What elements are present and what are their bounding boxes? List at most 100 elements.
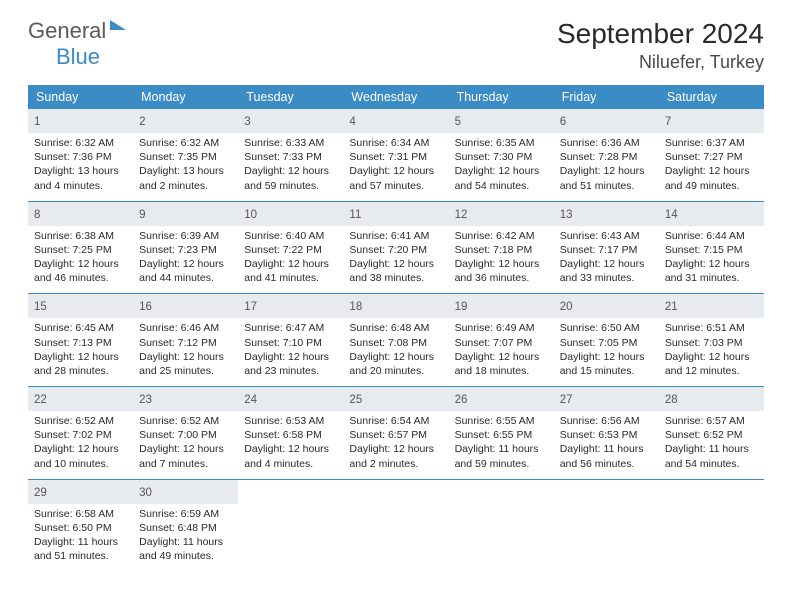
day-number-bar: 28 xyxy=(659,387,764,411)
day-cell: 9 Sunrise: 6:39 AMSunset: 7:23 PMDaylight… xyxy=(133,202,238,294)
day-info: Sunrise: 6:49 AMSunset: 7:07 PMDaylight:… xyxy=(455,321,548,378)
day-cell: 15Sunrise: 6:45 AMSunset: 7:13 PMDayligh… xyxy=(28,294,133,386)
day-of-week-row: SundayMondayTuesdayWednesdayThursdayFrid… xyxy=(28,85,764,109)
day-info: Sunrise: 6:38 AMSunset: 7:25 PMDaylight:… xyxy=(34,229,127,286)
day-number-bar: 26 xyxy=(449,387,554,411)
day-of-week: Sunday xyxy=(28,85,133,109)
day-number-bar: 7 xyxy=(659,109,764,133)
day-number-bar: 21 xyxy=(659,294,764,318)
day-number-bar: 22 xyxy=(28,387,133,411)
week-row: 29 Sunrise: 6:58 AMSunset: 6:50 PMDayligh… xyxy=(28,480,764,572)
day-number-bar: 12 xyxy=(449,202,554,226)
day-cell: 19 Sunrise: 6:49 AMSunset: 7:07 PMDayligh… xyxy=(449,294,554,386)
day-number-bar: 11 xyxy=(343,202,448,226)
day-info: Sunrise: 6:33 AMSunset: 7:33 PMDaylight:… xyxy=(244,136,337,193)
day-of-week: Wednesday xyxy=(343,85,448,109)
day-info: Sunrise: 6:41 AMSunset: 7:20 PMDaylight:… xyxy=(349,229,442,286)
day-number: 21 xyxy=(665,301,678,313)
logo-text-2: Blue xyxy=(56,44,100,69)
day-of-week: Friday xyxy=(554,85,659,109)
week-row: 1 Sunrise: 6:32 AMSunset: 7:36 PMDaylight… xyxy=(28,109,764,202)
day-number-bar: 19 xyxy=(449,294,554,318)
day-cell: 29 Sunrise: 6:58 AMSunset: 6:50 PMDayligh… xyxy=(28,480,133,572)
day-number: 15 xyxy=(34,301,47,313)
day-number-bar: 25 xyxy=(343,387,448,411)
day-number: 19 xyxy=(455,301,468,313)
day-cell: 20Sunrise: 6:50 AMSunset: 7:05 PMDayligh… xyxy=(554,294,659,386)
day-number: 13 xyxy=(560,209,573,221)
day-info: Sunrise: 6:39 AMSunset: 7:23 PMDaylight:… xyxy=(139,229,232,286)
day-info: Sunrise: 6:47 AMSunset: 7:10 PMDaylight:… xyxy=(244,321,337,378)
day-number-bar: 17 xyxy=(238,294,343,318)
day-number: 27 xyxy=(560,394,573,406)
day-info: Sunrise: 6:32 AMSunset: 7:35 PMDaylight:… xyxy=(139,136,232,193)
day-info: Sunrise: 6:59 AMSunset: 6:48 PMDaylight:… xyxy=(139,507,232,564)
empty-cell xyxy=(449,480,554,572)
day-cell: 10 Sunrise: 6:40 AMSunset: 7:22 PMDayligh… xyxy=(238,202,343,294)
day-number: 4 xyxy=(349,116,355,128)
day-of-week: Thursday xyxy=(449,85,554,109)
day-number-bar: 13 xyxy=(554,202,659,226)
day-number: 5 xyxy=(455,116,461,128)
day-number: 11 xyxy=(349,209,361,221)
day-cell: 7Sunrise: 6:37 AMSunset: 7:27 PMDaylight… xyxy=(659,109,764,201)
day-cell: 14Sunrise: 6:44 AMSunset: 7:15 PMDayligh… xyxy=(659,202,764,294)
day-number: 8 xyxy=(34,209,40,221)
day-cell: 21 Sunrise: 6:51 AMSunset: 7:03 PMDayligh… xyxy=(659,294,764,386)
day-number: 7 xyxy=(665,116,671,128)
day-number: 28 xyxy=(665,394,678,406)
day-cell: 16Sunrise: 6:46 AMSunset: 7:12 PMDayligh… xyxy=(133,294,238,386)
day-info: Sunrise: 6:55 AMSunset: 6:55 PMDaylight:… xyxy=(455,414,548,471)
day-number-bar: 10 xyxy=(238,202,343,226)
day-number: 29 xyxy=(34,487,47,499)
empty-cell xyxy=(238,480,343,572)
day-number: 16 xyxy=(139,301,152,313)
week-row: 8 Sunrise: 6:38 AMSunset: 7:25 PMDaylight… xyxy=(28,202,764,295)
day-number-bar: 3 xyxy=(238,109,343,133)
day-info: Sunrise: 6:40 AMSunset: 7:22 PMDaylight:… xyxy=(244,229,337,286)
day-number-bar: 5 xyxy=(449,109,554,133)
day-number: 2 xyxy=(139,116,145,128)
day-number-bar: 8 xyxy=(28,202,133,226)
day-number-bar: 1 xyxy=(28,109,133,133)
day-info: Sunrise: 6:35 AMSunset: 7:30 PMDaylight:… xyxy=(455,136,548,193)
day-cell: 18Sunrise: 6:48 AMSunset: 7:08 PMDayligh… xyxy=(343,294,448,386)
day-number-bar: 14 xyxy=(659,202,764,226)
day-number: 24 xyxy=(244,394,257,406)
empty-cell xyxy=(659,480,764,572)
day-info: Sunrise: 6:36 AMSunset: 7:28 PMDaylight:… xyxy=(560,136,653,193)
day-cell: 4 Sunrise: 6:34 AMSunset: 7:31 PMDaylight… xyxy=(343,109,448,201)
logo-text-1: General xyxy=(28,18,106,44)
week-row: 15Sunrise: 6:45 AMSunset: 7:13 PMDayligh… xyxy=(28,294,764,387)
day-number-bar: 4 xyxy=(343,109,448,133)
day-of-week: Monday xyxy=(133,85,238,109)
day-info: Sunrise: 6:43 AMSunset: 7:17 PMDaylight:… xyxy=(560,229,653,286)
day-number: 6 xyxy=(560,116,566,128)
day-info: Sunrise: 6:56 AMSunset: 6:53 PMDaylight:… xyxy=(560,414,653,471)
day-number-bar: 18 xyxy=(343,294,448,318)
day-number: 14 xyxy=(665,209,678,221)
day-number: 17 xyxy=(244,301,257,313)
day-info: Sunrise: 6:34 AMSunset: 7:31 PMDaylight:… xyxy=(349,136,442,193)
day-number: 9 xyxy=(139,209,145,221)
day-cell: 25Sunrise: 6:54 AMSunset: 6:57 PMDayligh… xyxy=(343,387,448,479)
day-number: 1 xyxy=(34,116,40,128)
day-cell: 22Sunrise: 6:52 AMSunset: 7:02 PMDayligh… xyxy=(28,387,133,479)
day-number-bar: 24 xyxy=(238,387,343,411)
day-number-bar: 29 xyxy=(28,480,133,504)
day-number: 18 xyxy=(349,301,362,313)
logo-text-2-wrap: Blue xyxy=(56,44,100,70)
day-info: Sunrise: 6:58 AMSunset: 6:50 PMDaylight:… xyxy=(34,507,127,564)
day-number-bar: 2 xyxy=(133,109,238,133)
day-number: 3 xyxy=(244,116,250,128)
day-info: Sunrise: 6:51 AMSunset: 7:03 PMDaylight:… xyxy=(665,321,758,378)
day-number: 26 xyxy=(455,394,468,406)
day-cell: 28Sunrise: 6:57 AMSunset: 6:52 PMDayligh… xyxy=(659,387,764,479)
day-cell: 26 Sunrise: 6:55 AMSunset: 6:55 PMDayligh… xyxy=(449,387,554,479)
day-number: 10 xyxy=(244,209,257,221)
day-number: 23 xyxy=(139,394,152,406)
day-info: Sunrise: 6:32 AMSunset: 7:36 PMDaylight:… xyxy=(34,136,127,193)
weeks: 1 Sunrise: 6:32 AMSunset: 7:36 PMDaylight… xyxy=(28,109,764,571)
day-number-bar: 16 xyxy=(133,294,238,318)
day-number-bar: 20 xyxy=(554,294,659,318)
